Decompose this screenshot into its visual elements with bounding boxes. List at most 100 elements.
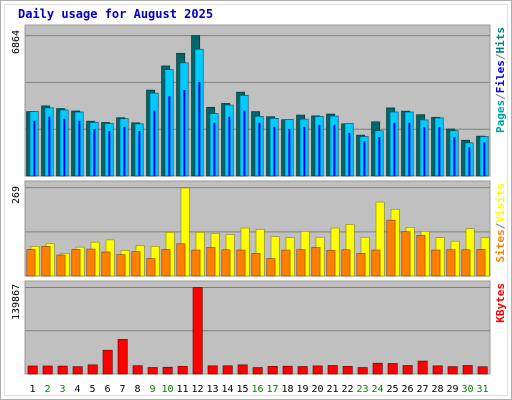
sites-bar	[431, 249, 441, 277]
legend-item: Pages	[494, 100, 507, 133]
kbytes-bar	[477, 366, 488, 375]
legend-item: Visits	[494, 183, 507, 223]
pages-bar	[243, 110, 246, 176]
day-label: 10	[161, 384, 173, 395]
sites-bar	[56, 254, 66, 277]
pages-bar	[138, 130, 141, 176]
sites-bar	[296, 249, 306, 277]
sites-bar	[251, 253, 261, 277]
pages-bar	[333, 124, 336, 176]
kbytes-bar	[162, 366, 173, 375]
pages-bar	[168, 96, 171, 176]
panel-3: 139867 KBytes	[11, 280, 507, 375]
pages-bar	[378, 137, 381, 176]
pages-bar	[453, 137, 456, 176]
pages-bar	[33, 120, 36, 176]
pages-bar	[303, 126, 306, 176]
kbytes-bar	[447, 366, 458, 375]
pages-bar	[393, 122, 396, 176]
legend-item: /	[494, 93, 507, 100]
pages-bar	[123, 126, 126, 176]
sites-bar	[116, 254, 126, 277]
day-label: 29	[446, 384, 458, 395]
day-label: 13	[206, 384, 218, 395]
day-label: 15	[236, 384, 248, 395]
kbytes-bar	[402, 365, 413, 375]
pages-bar	[93, 128, 96, 176]
pages-bar	[348, 133, 351, 176]
sites-bar	[71, 249, 81, 277]
sites-bar	[371, 249, 381, 277]
sites-bar	[386, 219, 396, 277]
day-label: 19	[296, 384, 308, 395]
legend-item: /	[494, 222, 507, 229]
sites-bar	[416, 234, 426, 277]
day-label: 16	[251, 384, 263, 395]
kbytes-bar	[312, 365, 323, 375]
pages-bar	[108, 130, 111, 176]
sites-bar	[356, 253, 366, 277]
sites-bar	[26, 249, 36, 277]
sites-bar	[86, 248, 96, 277]
pages-bar	[78, 120, 81, 176]
pages-bar	[48, 116, 51, 176]
day-label: 30	[461, 384, 473, 395]
day-label: 25	[386, 384, 398, 395]
pages-bar	[423, 126, 426, 176]
pages-bar	[153, 110, 156, 176]
kbytes-bar	[417, 360, 428, 375]
kbytes-bar	[342, 366, 353, 375]
chart-title: Daily usage for August 2025	[18, 7, 214, 21]
sites-bar	[146, 258, 156, 277]
kbytes-bar	[222, 365, 233, 375]
legend-item: KBytes	[494, 283, 507, 323]
sites-bar	[446, 249, 456, 277]
day-label: 3	[59, 384, 65, 395]
sites-bar	[461, 249, 471, 277]
y-max-label: 6864	[11, 30, 22, 54]
pages-bar	[363, 141, 366, 176]
sites-bar	[101, 251, 111, 277]
kbytes-bar	[432, 365, 443, 375]
sites-bar	[131, 251, 141, 277]
day-label: 11	[176, 384, 188, 395]
pages-bar	[213, 122, 216, 176]
pages-bar	[183, 90, 186, 176]
day-label: 6	[104, 384, 110, 395]
kbytes-bar	[357, 367, 368, 375]
sites-bar	[281, 249, 291, 277]
kbytes-bar	[207, 365, 218, 375]
day-label: 5	[89, 384, 95, 395]
panel-background	[24, 280, 491, 375]
day-label: 18	[281, 384, 293, 395]
day-label: 4	[74, 384, 80, 395]
kbytes-bar	[57, 365, 68, 375]
sites-bar	[476, 249, 486, 277]
sites-bar	[401, 231, 411, 277]
pages-bar	[228, 116, 231, 176]
kbytes-bar	[192, 287, 203, 375]
kbytes-bar	[462, 365, 473, 375]
day-label: 20	[311, 384, 323, 395]
day-label: 28	[431, 384, 443, 395]
sites-bar	[341, 249, 351, 277]
kbytes-bar	[252, 367, 263, 375]
legend: KBytes	[494, 283, 507, 323]
pages-bar	[468, 147, 471, 176]
day-label: 9	[149, 384, 155, 395]
kbytes-bar	[372, 362, 383, 375]
sites-bar	[41, 246, 51, 277]
sites-bar	[206, 247, 216, 277]
panel-2: 269 Sites/Visits	[11, 180, 507, 277]
day-label: 22	[341, 384, 353, 395]
kbytes-bar	[132, 365, 143, 375]
kbytes-bar	[27, 365, 38, 375]
legend-item: Files	[494, 60, 507, 93]
legend-item: Sites	[494, 229, 507, 262]
day-label: 12	[191, 384, 203, 395]
kbytes-bar	[72, 366, 83, 375]
pages-bar	[273, 126, 276, 176]
kbytes-bar	[147, 367, 158, 375]
